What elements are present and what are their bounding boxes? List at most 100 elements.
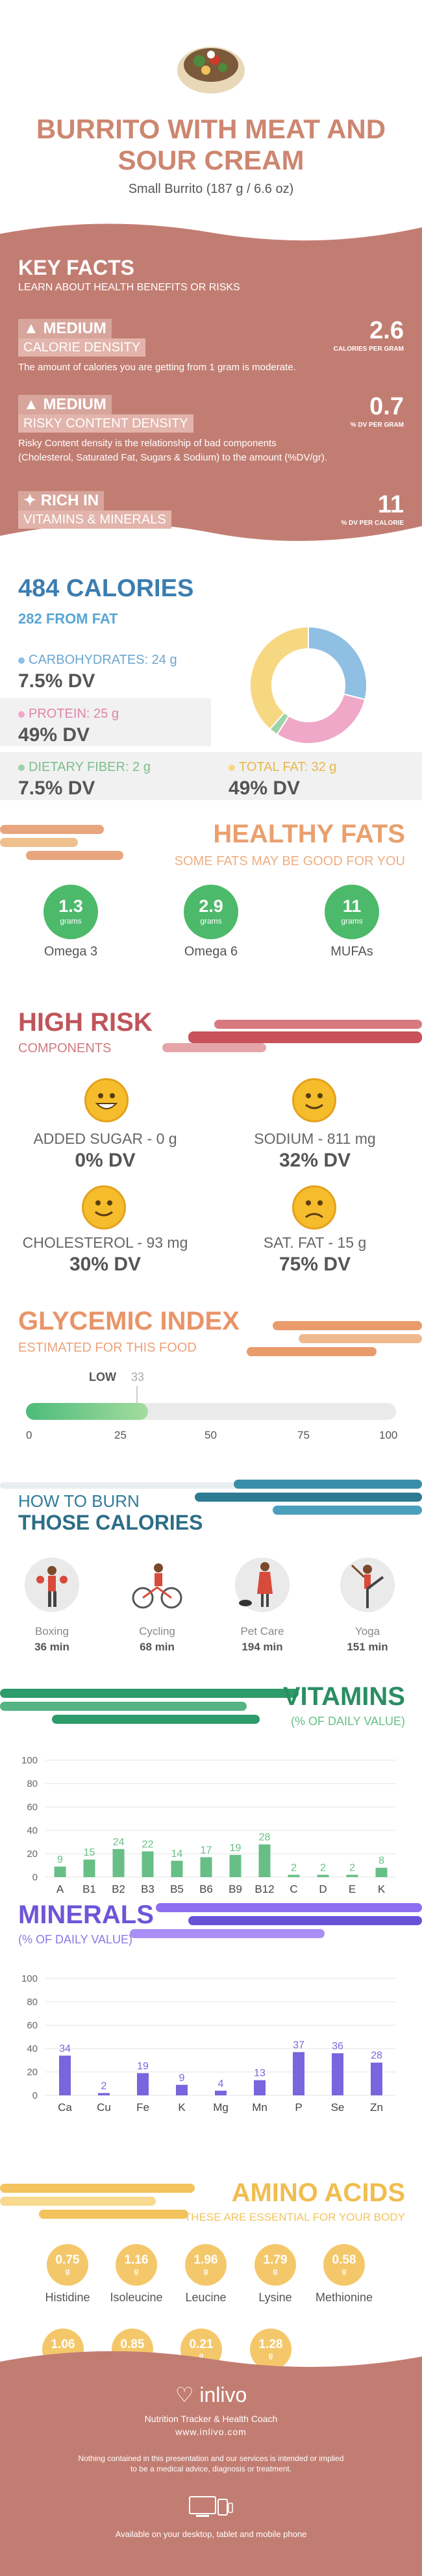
vitamins-bar-B9: [229, 1854, 242, 1877]
vitamins-bar-B1: [83, 1860, 95, 1877]
fiber-dv: 7.5% DV: [18, 777, 95, 799]
minerals-bar-chart: 0 20 40 60 80 100 34 Ca 2 Cu 19 Fe 9 K 4 Mg 13 Mn 37 P 36 Se 2…: [21, 1973, 396, 2114]
glycemic-tick: 75: [297, 1429, 310, 1441]
cycling-icon: [130, 1558, 184, 1612]
decor-stripe: [39, 2210, 188, 2219]
vitamins-value-label: 19: [230, 1843, 242, 1854]
added-sugar-dv: 0% DV: [75, 1150, 136, 1171]
boxing-value: 36 min: [34, 1641, 69, 1653]
calorie-level-tag: ▲ MEDIUM: [18, 319, 112, 338]
minerals-title: MINERALS: [18, 1900, 154, 1929]
protein-dv: 49% DV: [18, 724, 90, 746]
vitamins-bar-B3: [142, 1851, 154, 1877]
omega6-label: Omega 6: [184, 944, 238, 959]
carbs-dv: 7.5% DV: [18, 670, 95, 692]
footer-disclaimer2: to be a medical advice, diagnosis or tre…: [130, 2464, 292, 2473]
footer-brand: ♡ inlivo: [0, 2382, 422, 2407]
minerals-value-label: 9: [179, 2073, 185, 2084]
histidine-label: Histidine: [45, 2291, 90, 2304]
vitamins-value-label: 9: [57, 1854, 63, 1865]
footer-disclaimer1: Nothing contained in this presentation a…: [78, 2454, 344, 2463]
food-title-line1: BURRITO WITH MEAT AND: [36, 114, 386, 144]
protein-block: PROTEIN: 25 g 49% DV: [18, 707, 119, 746]
minerals-category-label: Zn: [370, 2101, 383, 2114]
vitamins-category-label: K: [378, 1883, 386, 1895]
protein-band: [0, 698, 211, 746]
key-facts-title: KEY FACTS: [18, 256, 134, 279]
rich-level: RICH IN: [40, 492, 99, 509]
vitamins-value-label: 2: [349, 1862, 355, 1873]
vitamins-value-label: 28: [259, 1832, 271, 1843]
vitamins-bar-B6: [200, 1857, 212, 1877]
vitamins-bar-E: [346, 1875, 358, 1877]
decor-stripe: [188, 1916, 422, 1925]
yoga-label: Yoga: [354, 1625, 380, 1637]
donut-slice-carbohydrates: [308, 625, 367, 701]
calorie-level: MEDIUM: [43, 320, 106, 337]
vitamins-category-label: B2: [112, 1883, 125, 1895]
cycling-label: Cycling: [139, 1625, 175, 1637]
footer-background: [0, 2351, 422, 2576]
leucine-value: 1.96: [193, 2253, 218, 2267]
minerals-value-label: 19: [137, 2061, 149, 2072]
sodium-dv: 32% DV: [279, 1150, 351, 1171]
vitamins-ytick: 0: [32, 1872, 38, 1883]
risky-content-value: 0.7: [369, 393, 404, 420]
protein-dot-icon: [18, 711, 25, 718]
rich-unit: % DV PER CALORIE: [341, 520, 404, 527]
valine-circle: 1.28 g: [250, 2329, 292, 2370]
decor-stripe: [0, 2184, 195, 2193]
cholesterol-dv: 30% DV: [69, 1254, 142, 1275]
vitamins-bar-chart: 0204060801009A15B124B222B314B517B619B928…: [21, 1755, 396, 1895]
decor-stripe: [234, 1480, 422, 1489]
threonine-value: 0.85: [120, 2338, 145, 2351]
minerals-bar-Se: [332, 2053, 343, 2095]
minerals-value-label: 2: [101, 2080, 107, 2091]
vitamins-value-label: 2: [320, 1862, 326, 1873]
glycemic-tick: 100: [379, 1429, 398, 1441]
cholesterol-label: CHOLESTEROL - 93 mg: [22, 1234, 188, 1251]
brand-name: inlivo: [199, 2383, 247, 2406]
minerals-bar-P: [293, 2052, 304, 2095]
added-sugar-label: ADDED SUGAR - 0 g: [33, 1130, 177, 1147]
glycemic-tick: 50: [205, 1429, 217, 1441]
minerals-subtitle: (% OF DAILY VALUE): [18, 1933, 133, 1946]
omega3-circle: 1.3 grams: [43, 885, 98, 939]
heart-logo-icon: ♡: [175, 2383, 194, 2406]
pet-care-label: Pet Care: [240, 1625, 284, 1637]
calories-from-fat: 282 FROM FAT: [18, 611, 118, 627]
sodium-label: SODIUM - 811 mg: [254, 1130, 376, 1147]
vitamins-bar-B2: [112, 1849, 125, 1877]
lysine-unit: g: [273, 2267, 278, 2275]
vitamins-category-label: B3: [141, 1883, 155, 1895]
isoleucine-unit: g: [134, 2267, 139, 2275]
rich-label: VITAMINS & MINERALS: [18, 511, 171, 529]
calorie-density-label: CALORIE DENSITY: [18, 338, 146, 357]
glycemic-tick: 25: [114, 1429, 127, 1441]
methionine-circle: 0.58 g: [323, 2244, 365, 2286]
decor-stripe: [0, 1702, 247, 1711]
valine-unit: g: [268, 2352, 273, 2360]
minerals-value-label: 13: [254, 2068, 266, 2079]
minerals-category-label: Ca: [58, 2101, 72, 2114]
footer-url[interactable]: www.inlivo.com: [175, 2427, 247, 2437]
fiber-label: DIETARY FIBER: 2 g: [29, 760, 151, 774]
minerals-category-label: Cu: [97, 2101, 111, 2114]
histidine-unit: g: [65, 2267, 70, 2275]
macro-donut-chart: [249, 625, 367, 744]
boxing-icon: [25, 1558, 79, 1612]
decor-stripe: [0, 2197, 156, 2206]
minerals-value-label: 37: [293, 2039, 304, 2051]
omega6-unit: grams: [200, 916, 222, 926]
minerals-bar-K: [176, 2084, 188, 2095]
risky-level: MEDIUM: [43, 396, 106, 413]
happy-face-icon: [292, 1078, 336, 1122]
decor-stripe: [0, 1689, 299, 1698]
tryptophan-unit: g: [199, 2352, 204, 2360]
vitamins-ytick: 80: [27, 1778, 38, 1789]
methionine-label: Methionine: [315, 2291, 373, 2304]
minerals-category-label: Fe: [136, 2101, 149, 2114]
vitamins-subtitle: (% OF DAILY VALUE): [290, 1715, 405, 1728]
isoleucine-value: 1.16: [124, 2253, 149, 2267]
decor-stripe: [195, 1493, 422, 1502]
